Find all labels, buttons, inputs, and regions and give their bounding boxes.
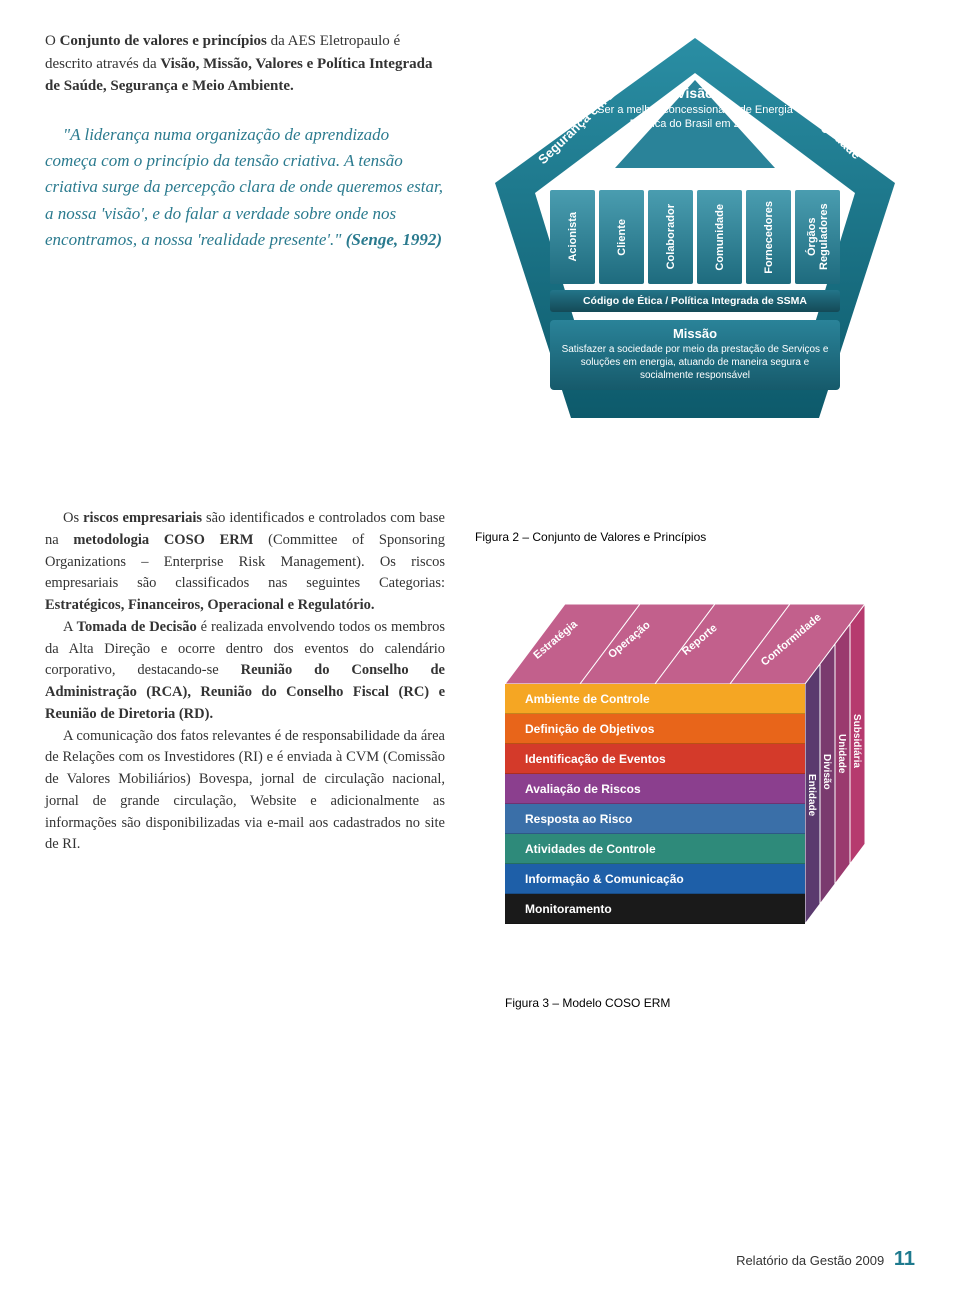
figure-3-caption: Figura 3 – Modelo COSO ERM — [505, 996, 915, 1010]
mission-title: Missão — [560, 326, 830, 341]
code-ethics-bar: Código de Ética / Política Integrada de … — [550, 290, 840, 312]
pillar-1: Cliente — [599, 190, 644, 284]
pillar-0: Acionista — [550, 190, 595, 284]
pillar-4: Fornecedores — [746, 190, 791, 284]
vision-box: Visão Ser a melhor concessionária de Ene… — [581, 85, 809, 132]
coso-cube-diagram: Ambiente de ControleDefinição de Objetiv… — [505, 604, 905, 984]
coso-row-0: Ambiente de Controle — [505, 684, 805, 714]
coso-side-label-3: Subsidiária — [851, 714, 862, 768]
pillar-2: Colaborador — [648, 190, 693, 284]
decision-paragraph: A Tomada de Decisão é realizada envolven… — [45, 617, 445, 726]
coso-side-label-0: Entidade — [806, 774, 817, 816]
vision-text: Ser a melhor concessionária de Energia E… — [581, 103, 809, 132]
footer-text: Relatório da Gestão 2009 — [736, 1253, 884, 1268]
pentagon-diagram: Segurança em 1º Lugar Agir com Integrida… — [475, 30, 915, 460]
intro-paragraph: O Conjunto de valores e princípios da AE… — [45, 30, 445, 98]
coso-row-1: Definição de Objetivos — [505, 714, 805, 744]
figure-2-caption: Figura 2 – Conjunto de Valores e Princíp… — [475, 530, 915, 544]
coso-front-rows: Ambiente de ControleDefinição de Objetiv… — [505, 684, 805, 924]
stakeholder-pillars: AcionistaClienteColaboradorComunidadeFor… — [550, 190, 840, 284]
vision-title: Visão — [581, 85, 809, 101]
pent-edge-buscar: Buscar Excelência — [633, 426, 757, 442]
coso-row-6: Informação & Comunicação — [505, 864, 805, 894]
coso-row-4: Resposta ao Risco — [505, 804, 805, 834]
coso-side-label-1: Divisão — [821, 754, 832, 790]
mission-box: Missão Satisfazer a sociedade por meio d… — [550, 320, 840, 390]
risks-paragraph: Os riscos empresariais são identificados… — [45, 508, 445, 617]
coso-row-7: Monitoramento — [505, 894, 805, 924]
pillar-5: Órgãos Reguladores — [795, 190, 840, 284]
coso-row-5: Atividades de Controle — [505, 834, 805, 864]
pillar-3: Comunidade — [697, 190, 742, 284]
coso-side-label-2: Unidade — [836, 734, 847, 773]
senge-quote: "A liderança numa organização de aprendi… — [45, 122, 445, 254]
page-number: 11 — [894, 1248, 915, 1270]
coso-row-3: Avaliação de Riscos — [505, 774, 805, 804]
page-footer: Relatório da Gestão 2009 11 — [736, 1248, 915, 1271]
communication-paragraph: A comunicação dos fatos relevantes é de … — [45, 726, 445, 857]
mission-text: Satisfazer a sociedade por meio da prest… — [560, 343, 830, 382]
coso-row-2: Identificação de Eventos — [505, 744, 805, 774]
